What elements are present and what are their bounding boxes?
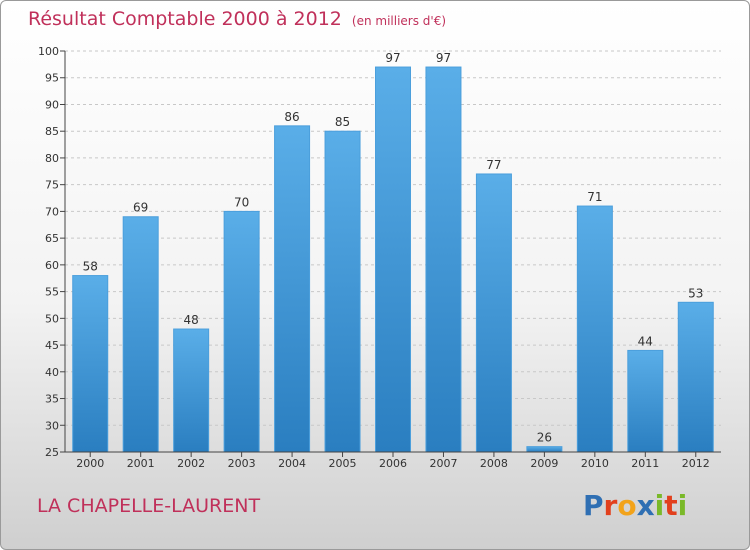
bar-value-label: 53: [688, 286, 703, 300]
bar-2003[interactable]: [223, 210, 260, 453]
x-tick-label: 2008: [480, 457, 508, 470]
y-tick-label: 100: [38, 45, 59, 58]
bar-value-label: 97: [385, 51, 400, 65]
y-tick-label: 85: [45, 125, 59, 138]
y-tick-label: 70: [45, 205, 59, 218]
bar-2000[interactable]: [72, 275, 109, 453]
title-unit: (en milliers d'€): [351, 14, 447, 28]
y-tick-label: 60: [45, 259, 59, 272]
bar-2011[interactable]: [627, 349, 664, 453]
x-tick-label: 2011: [631, 457, 659, 470]
x-tick-label: 2000: [76, 457, 104, 470]
y-tick-label: 50: [45, 312, 59, 325]
logo-letter: x: [636, 489, 655, 522]
bar-value-label: 48: [184, 313, 199, 327]
y-tick-label: 80: [45, 152, 59, 165]
bar-2010[interactable]: [576, 205, 613, 453]
logo-letter: i: [677, 489, 688, 522]
bar-2004[interactable]: [274, 125, 311, 453]
bar-value-label: 71: [587, 190, 602, 204]
bar-value-label: 86: [284, 110, 299, 124]
y-tick-label: 30: [45, 419, 59, 432]
bar-2007[interactable]: [425, 66, 462, 453]
x-tick-label: 2003: [228, 457, 256, 470]
logo-letter: P: [583, 489, 604, 522]
bar-value-label: 69: [133, 201, 148, 215]
logo-letter: o: [617, 489, 637, 522]
bar-value-label: 58: [83, 260, 98, 274]
x-tick-label: 2001: [127, 457, 155, 470]
bar-2001[interactable]: [122, 216, 159, 453]
proxiti-logo[interactable]: Proxiti: [583, 489, 687, 522]
y-tick-label: 40: [45, 366, 59, 379]
axis-layer: 25 30 35 40 45 50 55 60 65 70 75 80 85 90 95 100 58 2000 6…: [38, 45, 721, 470]
y-tick-label: 65: [45, 232, 59, 245]
y-tick-label: 95: [45, 72, 59, 85]
bar-value-label: 85: [335, 115, 350, 129]
bar-layer: [72, 66, 714, 453]
logo-letter: t: [664, 489, 678, 522]
x-tick-label: 2006: [379, 457, 407, 470]
y-tick-label: 35: [45, 393, 59, 406]
bar-2009[interactable]: [526, 446, 563, 453]
x-tick-label: 2009: [530, 457, 558, 470]
logo-letter: i: [654, 489, 665, 522]
logo-letter: r: [603, 489, 618, 522]
y-tick-label: 55: [45, 286, 59, 299]
commune-name: LA CHAPELLE-LAURENT: [37, 495, 261, 517]
x-tick-label: 2004: [278, 457, 306, 470]
y-tick-label: 75: [45, 179, 59, 192]
x-tick-label: 2005: [329, 457, 357, 470]
y-tick-label: 25: [45, 446, 59, 459]
x-tick-label: 2010: [581, 457, 609, 470]
bar-value-label: 44: [638, 334, 653, 348]
y-tick-label: 45: [45, 339, 59, 352]
bar-2012[interactable]: [677, 301, 714, 453]
bar-value-label: 26: [537, 431, 552, 445]
x-tick-label: 2002: [177, 457, 205, 470]
bar-value-label: 70: [234, 195, 249, 209]
bar-2002[interactable]: [173, 328, 210, 453]
bar-value-label: 77: [486, 158, 501, 172]
y-tick-label: 90: [45, 98, 59, 111]
bar-2006[interactable]: [375, 66, 411, 453]
x-tick-label: 2007: [429, 457, 457, 470]
bar-2008[interactable]: [475, 173, 512, 453]
bar-2005[interactable]: [324, 130, 361, 453]
chart-title: Résultat Comptable 2000 à 2012 (en millie…: [28, 8, 446, 30]
bar-value-label: 97: [436, 51, 451, 65]
title-text: Résultat Comptable 2000 à 2012: [28, 8, 342, 30]
x-tick-label: 2012: [682, 457, 710, 470]
